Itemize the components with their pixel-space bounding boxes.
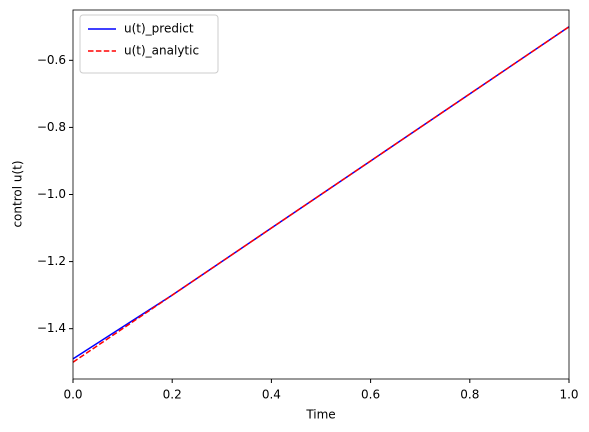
y-tick-label: −0.8	[37, 120, 66, 134]
x-tick-label: 0.8	[460, 388, 479, 402]
x-axis-label: Time	[305, 408, 335, 422]
y-tick-label: −0.6	[37, 53, 66, 67]
plot-frame	[72, 9, 570, 380]
legend-label: u(t)_predict	[124, 22, 194, 36]
x-tick-label: 0.2	[163, 388, 182, 402]
x-tick-label: 0.6	[361, 388, 380, 402]
y-tick-label: −1.4	[37, 321, 66, 335]
series-line	[72, 26, 570, 363]
x-tick-label: 0.0	[63, 388, 82, 402]
legend-label: u(t)_analytic	[124, 44, 199, 58]
y-tick-label: −1.0	[37, 187, 66, 201]
y-tick-label: −1.2	[37, 254, 66, 268]
y-axis-label: control u(t)	[11, 160, 25, 227]
x-tick-label: 1.0	[559, 388, 578, 402]
x-tick-label: 0.4	[262, 388, 281, 402]
